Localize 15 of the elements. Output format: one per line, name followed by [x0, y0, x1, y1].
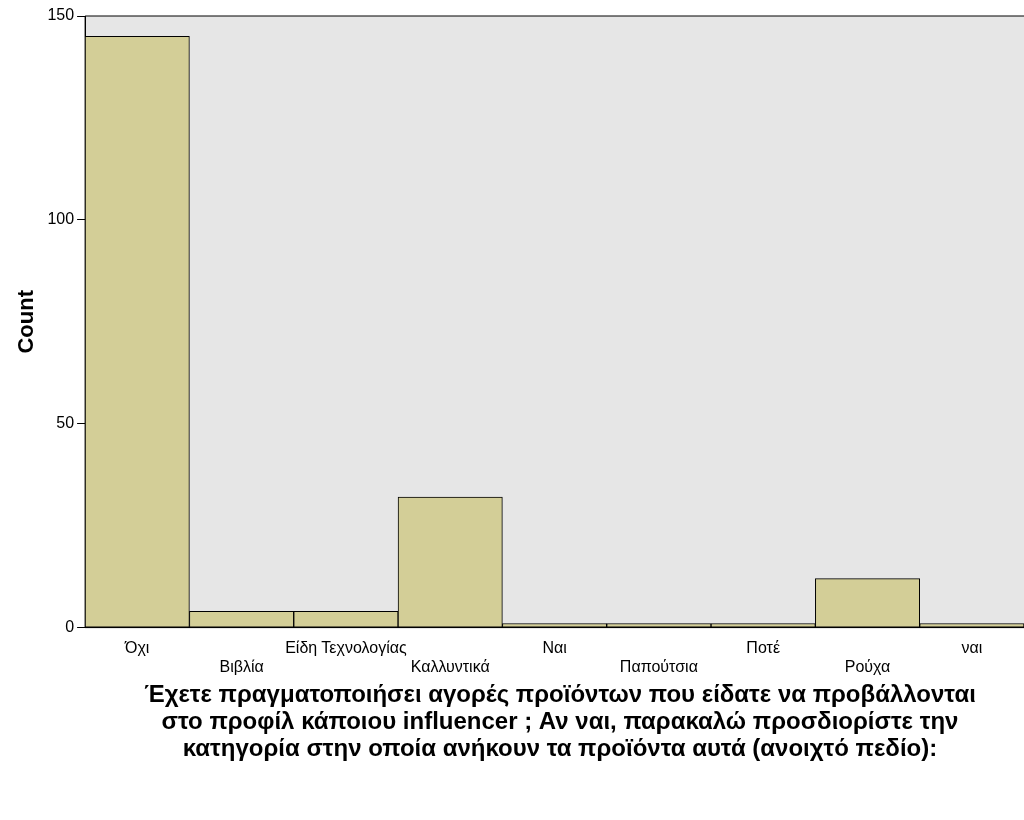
y-axis-title: Count [13, 289, 39, 354]
x-tick-label: Όχι [124, 638, 150, 656]
x-tick-label: Ναι [542, 638, 568, 656]
y-tick-label: 50 [56, 414, 75, 432]
x-tick-label: Παπούτσια [619, 657, 698, 675]
x-tick-label: Ποτέ [746, 638, 781, 656]
x-tick-label: Ρούχα [844, 657, 891, 675]
x-tick-label: Καλλυντικά [410, 657, 490, 675]
x-tick-label: Βιβλία [219, 657, 264, 675]
y-tick-label: 100 [47, 210, 75, 228]
y-tick-label: 150 [47, 6, 75, 24]
y-tick-label: 0 [65, 618, 75, 636]
x-axis-title: Έχετε πραγματοποιήσει αγορές προϊόντων που είδατε να προβάλλονται στο προφίλ κάποιου influencer ; Αν ναι, παρακαλώ προσδιορίστε την κατηγορία στην οποία ανήκουν τα προϊόντα αυτά (ανοιχτό πεδίο): [143, 680, 977, 761]
x-tick-label: ναι [961, 638, 983, 656]
x-tick-label: Είδη Τεχνολογίας [285, 638, 407, 656]
